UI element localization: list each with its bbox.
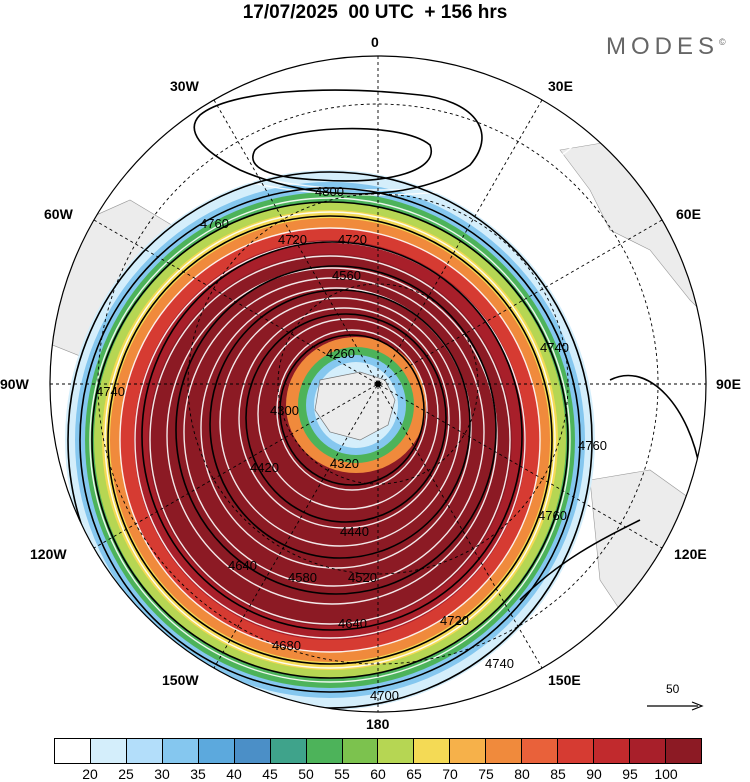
colorbar-swatch xyxy=(306,739,343,763)
lon-label-120e: 120E xyxy=(674,546,707,562)
lon-label-150w: 150W xyxy=(162,672,199,688)
colorbar-tick-label: 70 xyxy=(442,766,458,782)
colorbar xyxy=(54,738,702,764)
graticule xyxy=(50,56,706,712)
brand-logo: MODES© xyxy=(606,33,726,60)
contour-label: 4760 xyxy=(200,216,229,231)
south-pole-marker xyxy=(375,381,381,387)
contour-label: 4740 xyxy=(485,656,514,671)
colorbar-swatch xyxy=(234,739,271,763)
colorbar-tick-label: 55 xyxy=(334,766,350,782)
contour-label: 4760 xyxy=(578,438,607,453)
colorbar-swatch xyxy=(342,739,379,763)
contour-label: 4320 xyxy=(330,456,359,471)
colorbar-swatch xyxy=(630,739,666,763)
lon-label-180: 180 xyxy=(366,716,390,732)
colorbar-tick-label: 60 xyxy=(370,766,386,782)
colorbar-tick-label: 35 xyxy=(190,766,206,782)
colorbar-swatch xyxy=(198,739,235,763)
contour-label: 4580 xyxy=(288,570,317,585)
map-boundary xyxy=(49,55,707,713)
colorbar-swatch xyxy=(522,739,559,763)
map-title: 17/07/2025 00 UTC + 156 hrs xyxy=(242,2,508,23)
australia-landmass xyxy=(589,469,706,661)
lon-label-30w: 30W xyxy=(170,78,199,94)
colorbar-tick-label: 75 xyxy=(478,766,494,782)
colorbar-tick-label: 95 xyxy=(622,766,638,782)
wind-speed-field xyxy=(50,56,706,712)
contour-label: 4720 xyxy=(338,232,367,247)
colorbar-swatch xyxy=(558,739,595,763)
colorbar-tick-label: 50 xyxy=(298,766,314,782)
contour-label: 4800 xyxy=(315,184,344,199)
contour-label: 4700 xyxy=(370,688,399,703)
colorbar-tick-label: 65 xyxy=(406,766,422,782)
colorbar-tick-label: 40 xyxy=(226,766,242,782)
contour-label: 4420 xyxy=(250,460,279,475)
colorbar-swatch xyxy=(162,739,199,763)
contour-label: 4300 xyxy=(270,403,299,418)
colorbar-tick-label: 90 xyxy=(586,766,602,782)
colorbar-swatch xyxy=(126,739,163,763)
colorbar-swatch xyxy=(594,739,630,763)
lon-label-120w: 120W xyxy=(30,546,67,562)
lon-label-0: 0 xyxy=(371,34,379,50)
height-contours xyxy=(67,89,701,709)
reference-vector: 50 xyxy=(646,682,704,716)
colorbar-swatch xyxy=(55,739,91,763)
colorbar-tick-label: 85 xyxy=(550,766,566,782)
colorbar-tick-label: 20 xyxy=(82,766,98,782)
colorbar-swatch xyxy=(270,739,307,763)
contour-label: 4720 xyxy=(278,232,307,247)
colorbar-tick-label: 30 xyxy=(154,766,170,782)
lon-label-30e: 30E xyxy=(548,78,573,94)
streamlines xyxy=(89,69,581,683)
antarctica-landmass xyxy=(314,371,396,441)
colorbar-swatch xyxy=(378,739,415,763)
contour-label: 4640 xyxy=(338,616,367,631)
contour-label-group: 4800 4760 4720 4720 4740 4740 4760 4760 … xyxy=(96,184,607,703)
contour-label: 4640 xyxy=(228,558,257,573)
lon-label-90e: 90E xyxy=(716,376,741,392)
colorbar-tick-label: 100 xyxy=(654,766,678,782)
contour-label: 4720 xyxy=(440,613,469,628)
contour-label: 4740 xyxy=(96,384,125,399)
colorbar-swatch xyxy=(90,739,127,763)
colorbar-tick-label: 25 xyxy=(118,766,134,782)
lon-label-150e: 150E xyxy=(548,672,581,688)
colorbar-swatch xyxy=(486,739,523,763)
lon-label-90w: 90W xyxy=(0,376,29,392)
colorbar-swatch xyxy=(450,739,487,763)
colorbar-swatch xyxy=(665,739,701,763)
colorbar-tick-label: 45 xyxy=(262,766,278,782)
lon-label-60e: 60E xyxy=(676,206,701,222)
colorbar-ticks: 20 25 30 35 40 45 50 55 60 65 70 75 80 85 90 95 100 xyxy=(54,766,702,782)
reference-vector-label: 50 xyxy=(666,682,680,696)
reference-arrow-icon xyxy=(647,701,704,711)
colorbar-tick-label: 80 xyxy=(514,766,530,782)
lon-label-60w: 60W xyxy=(44,206,73,222)
contour-label: 4560 xyxy=(332,268,361,283)
contour-label: 4680 xyxy=(272,638,301,653)
contour-label: 4740 xyxy=(540,340,569,355)
contour-label: 4260 xyxy=(326,346,355,361)
colorbar-swatch xyxy=(414,739,451,763)
contour-label: 4440 xyxy=(340,524,369,539)
contour-label: 4760 xyxy=(538,508,567,523)
contour-label: 4520 xyxy=(348,570,377,585)
